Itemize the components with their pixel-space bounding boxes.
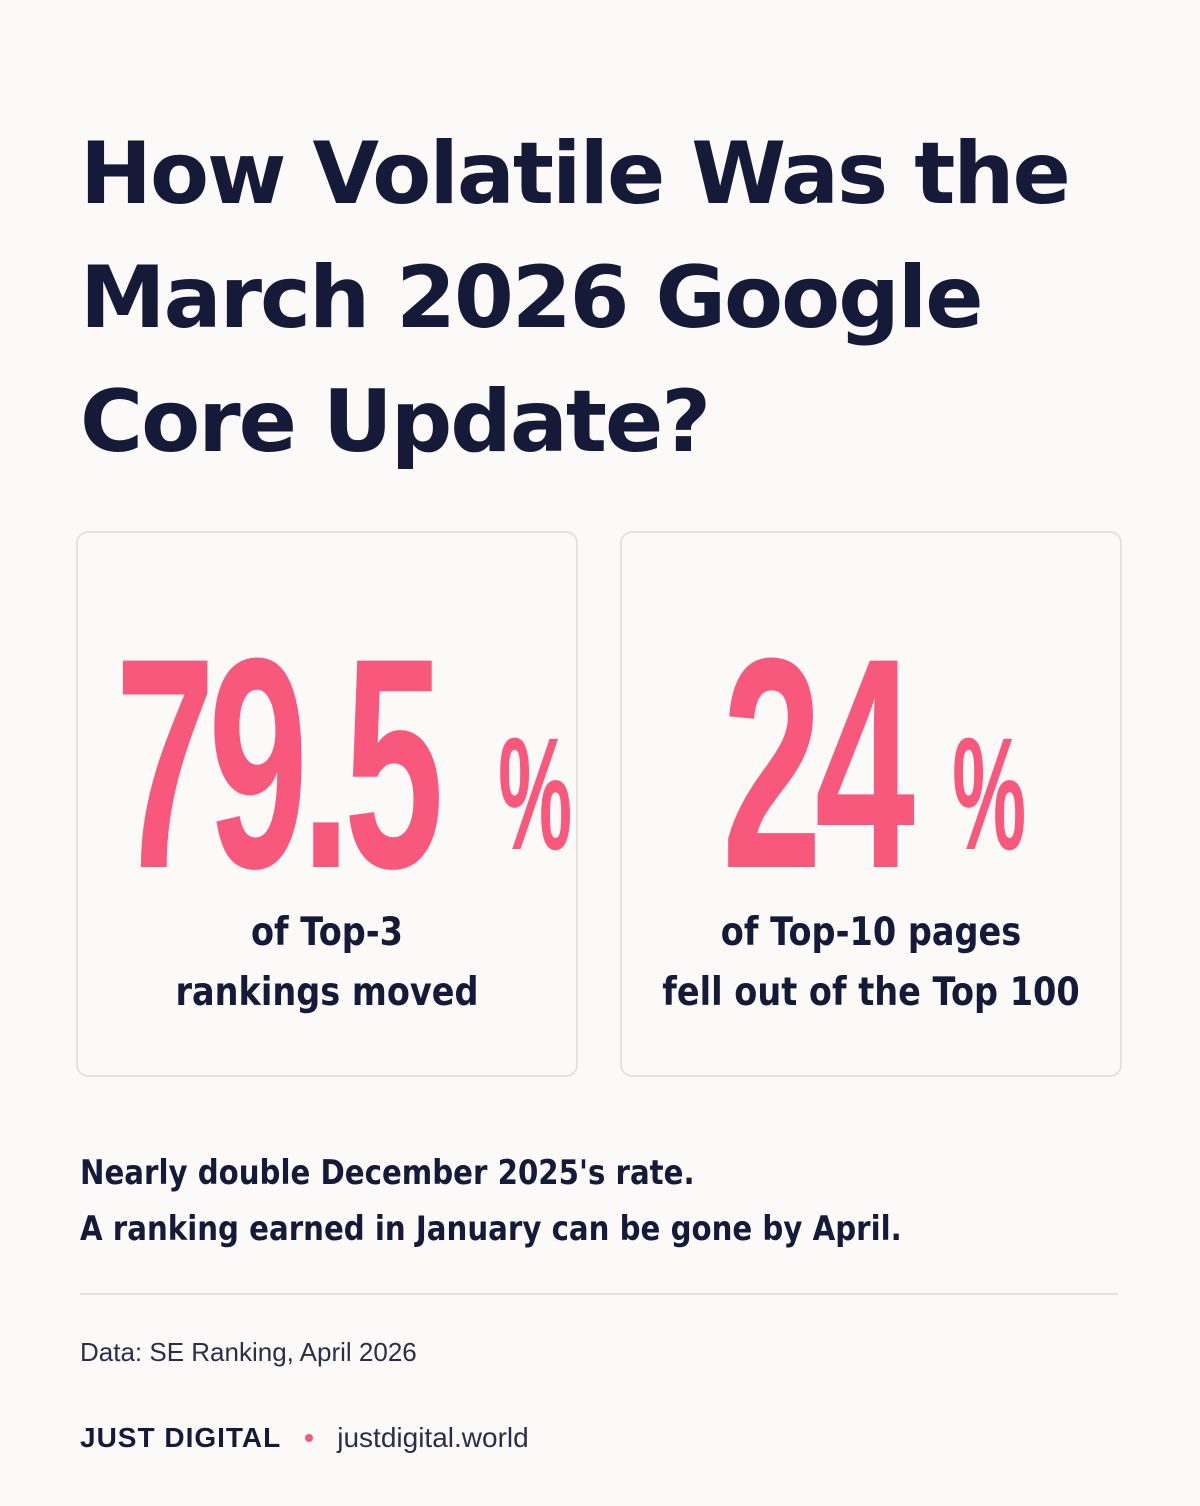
stat-value: 79.5% xyxy=(78,613,576,913)
summary-line-2: A ranking earned in January can be gone … xyxy=(80,1209,902,1249)
summary-line-1: Nearly double December 2025's rate. xyxy=(80,1153,695,1193)
percent-sign: % xyxy=(951,704,1026,883)
bullet-dot-icon xyxy=(305,1434,314,1442)
stat-label-line-1: of Top-3 xyxy=(250,910,404,955)
divider xyxy=(80,1293,1118,1295)
stat-label-line-2: fell out of the Top 100 xyxy=(662,970,1080,1015)
footer: JUST DIGITAL justdigital.world xyxy=(80,1418,529,1458)
title-line-3: Core Update? xyxy=(80,372,711,472)
stat-label-line-2: rankings moved xyxy=(175,970,479,1015)
stat-number: 79.5 xyxy=(115,595,444,931)
stat-number: 24 xyxy=(721,595,915,931)
website-link[interactable]: justdigital.world xyxy=(337,1422,529,1453)
stat-label-line-1: of Top-10 pages xyxy=(720,910,1022,955)
data-source: Data: SE Ranking, April 2026 xyxy=(80,1337,417,1367)
title-line-2: March 2026 Google xyxy=(80,248,984,348)
title-line-1: How Volatile Was the xyxy=(80,124,1071,224)
stat-card-top3: 79.5% of Top-3 rankings moved xyxy=(76,531,578,1077)
summary-text: Nearly double December 2025's rate. A ra… xyxy=(80,1145,1120,1257)
stat-card-top10: 24% of Top-10 pages fell out of the Top … xyxy=(620,531,1122,1077)
stat-label: of Top-10 pages fell out of the Top 100 xyxy=(622,903,1120,1023)
percent-sign: % xyxy=(498,704,573,883)
brand-name: JUST DIGITAL xyxy=(80,1422,282,1453)
page-title: How Volatile Was the March 2026 Google C… xyxy=(80,112,1170,484)
stat-label: of Top-3 rankings moved xyxy=(78,903,576,1023)
stat-value: 24% xyxy=(622,613,1120,913)
